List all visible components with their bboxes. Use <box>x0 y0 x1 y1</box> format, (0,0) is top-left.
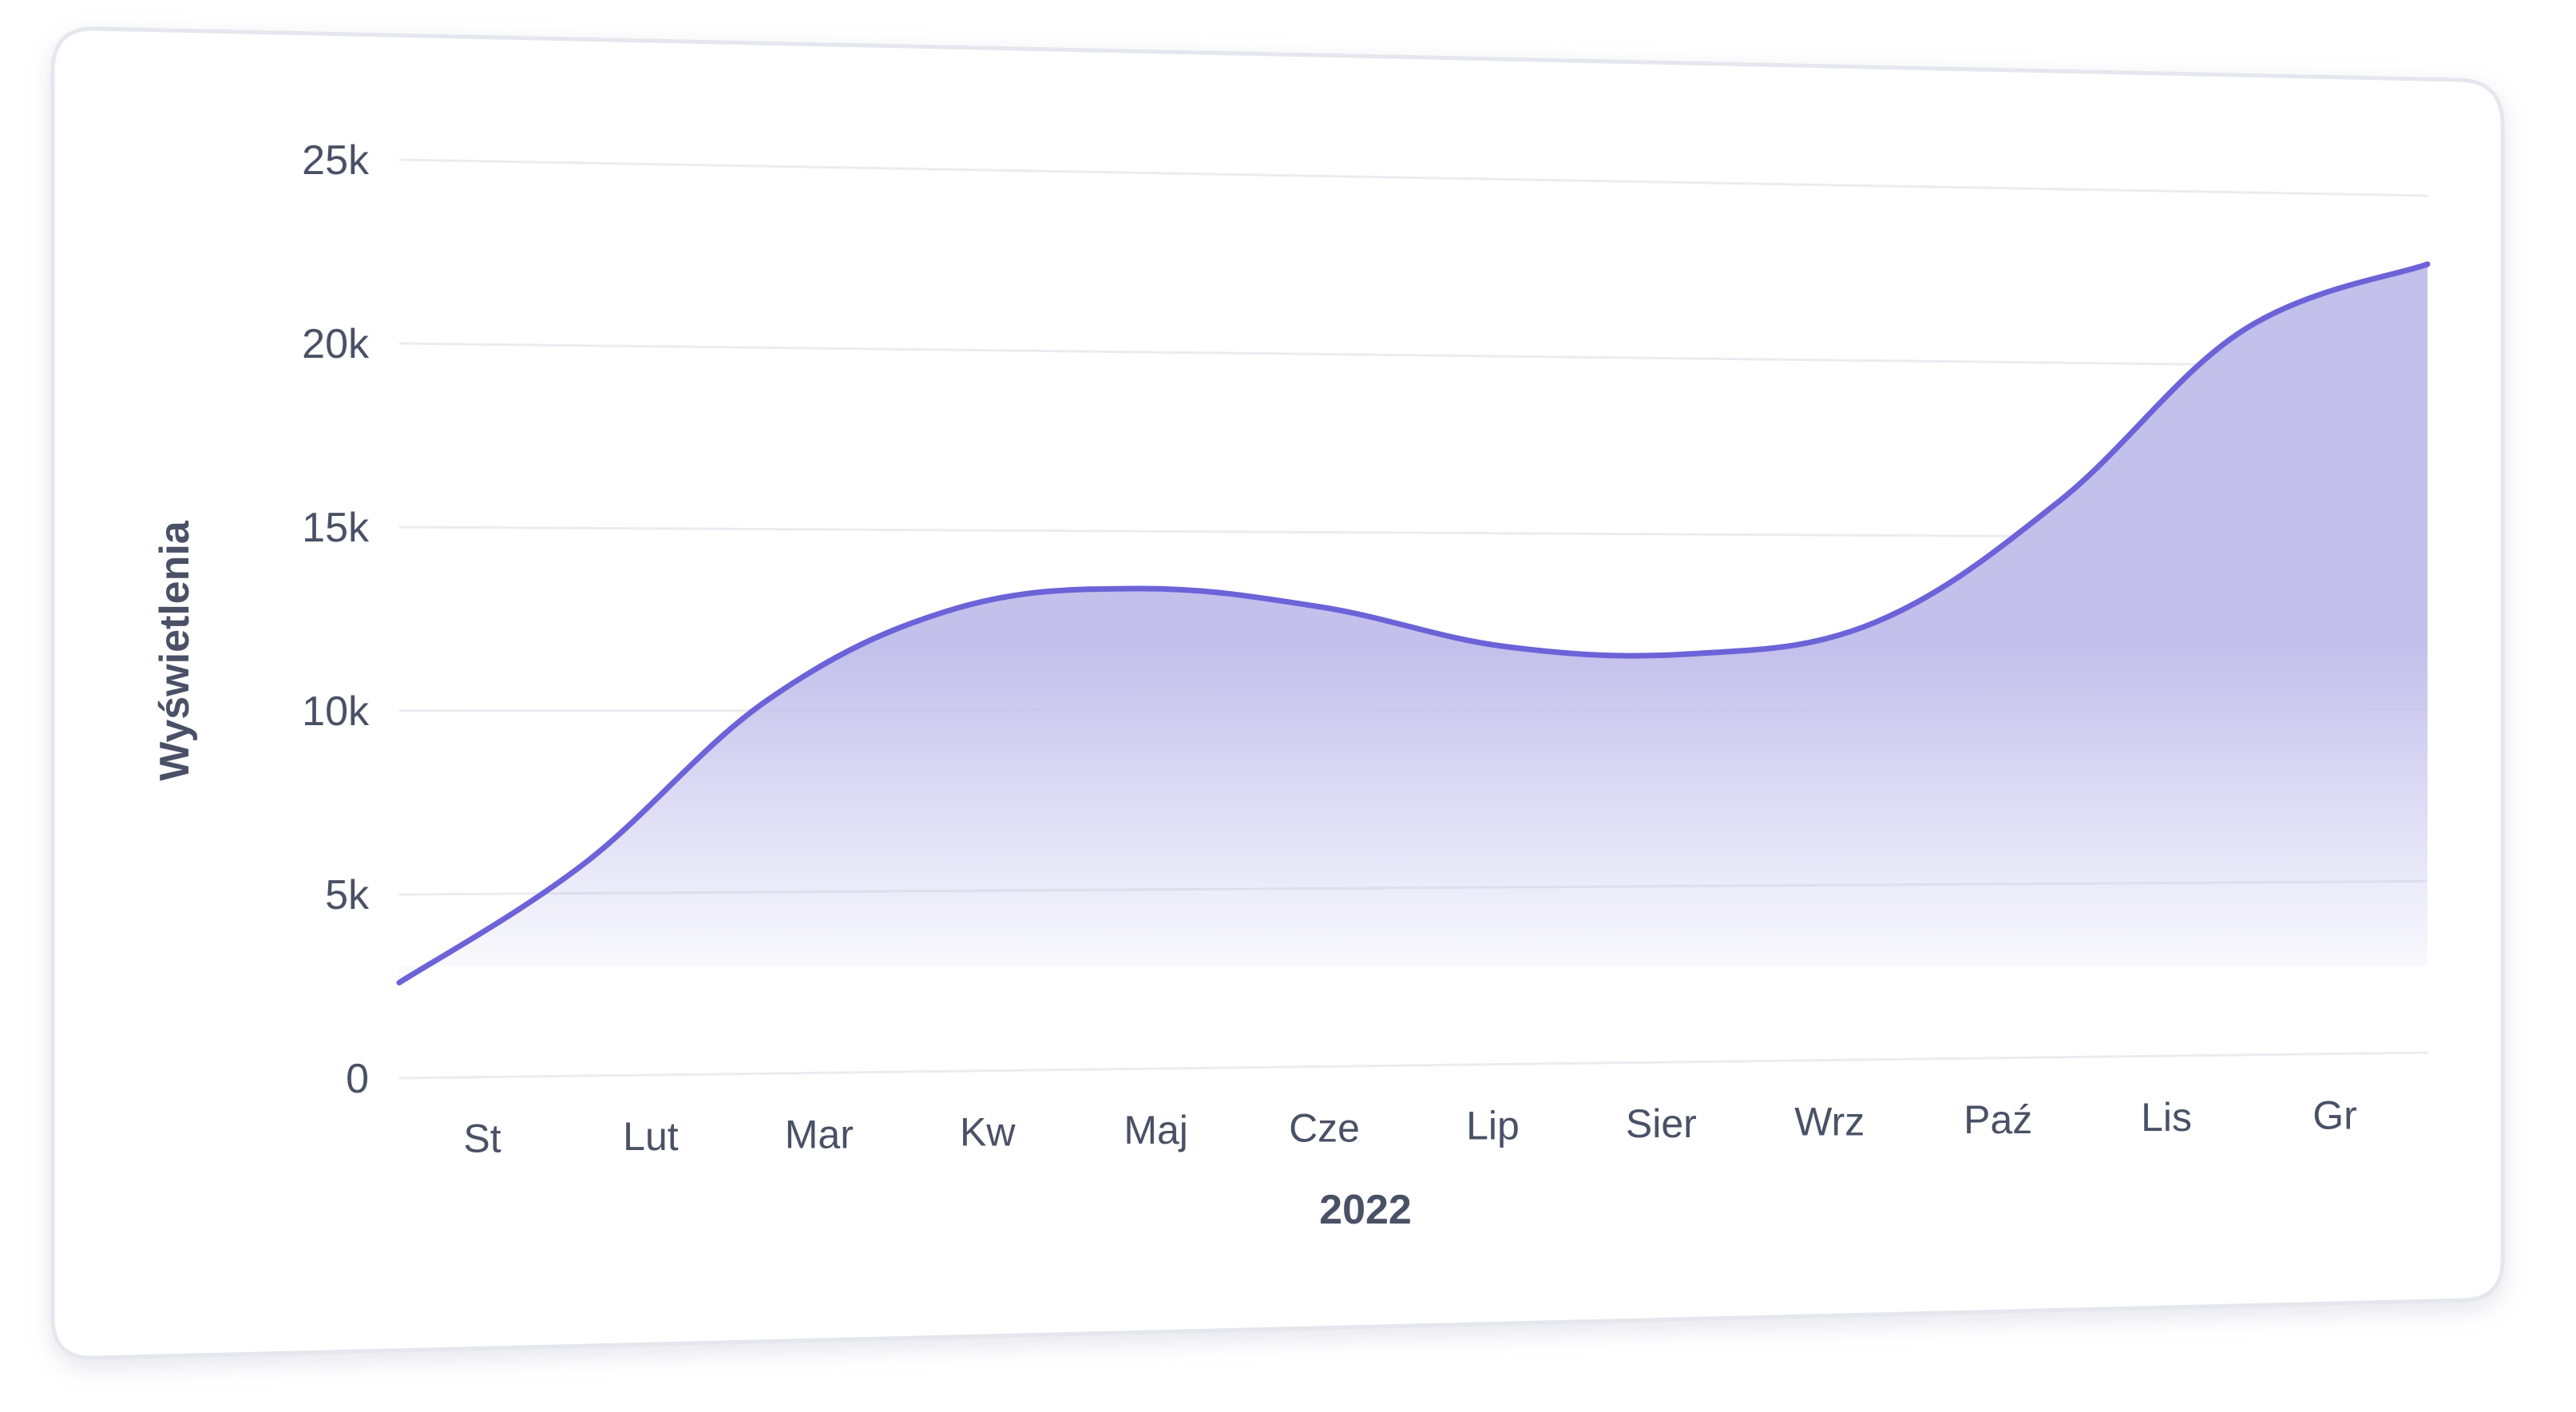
x-tick-label: Kw <box>960 1110 1016 1155</box>
data-point-lip <box>1502 644 1508 650</box>
x-tick-label: Wrz <box>1794 1099 1865 1144</box>
x-tick-label: St <box>463 1117 501 1161</box>
gridline <box>398 342 2428 369</box>
x-tick-label: Lis <box>2141 1095 2192 1140</box>
x-tick-label: Paź <box>1964 1097 2032 1142</box>
y-tick-label: 20k <box>302 321 370 367</box>
x-tick-label: Sier <box>1626 1101 1697 1146</box>
data-point-lis <box>2240 327 2246 334</box>
x-tick-label: Gr <box>2312 1093 2357 1137</box>
data-point-kw <box>949 606 956 613</box>
x-tick-label: Mar <box>785 1112 854 1156</box>
x-tick-label: Lip <box>1466 1104 1520 1148</box>
data-point-gr <box>2424 261 2431 268</box>
series-line <box>396 261 2431 986</box>
y-tick-label: 10k <box>302 688 370 735</box>
y-axis-title: Wyświetlenia <box>152 520 198 781</box>
y-tick-label: 0 <box>346 1056 369 1102</box>
data-point-cze <box>1318 604 1325 610</box>
x-tick-label: Lut <box>623 1114 679 1159</box>
data-point-sier <box>1686 651 1693 657</box>
y-tick-label: 5k <box>325 872 370 918</box>
data-point-paź <box>2055 498 2062 505</box>
data-point-mar <box>765 696 771 703</box>
data-point-wrz <box>1871 620 1877 626</box>
data-point-maj <box>1134 585 1140 592</box>
gridline <box>398 158 2428 197</box>
x-tick-label: Cze <box>1289 1105 1360 1150</box>
y-tick-label: 25k <box>302 137 370 184</box>
gridline <box>398 1051 2428 1080</box>
y-tick-label: 15k <box>302 505 370 551</box>
x-axis-title: 2022 <box>1319 1187 1412 1233</box>
data-point-st <box>396 979 402 986</box>
data-point-lut <box>581 861 587 867</box>
area-fill <box>399 264 2427 983</box>
x-tick-label: Maj <box>1124 1108 1188 1152</box>
